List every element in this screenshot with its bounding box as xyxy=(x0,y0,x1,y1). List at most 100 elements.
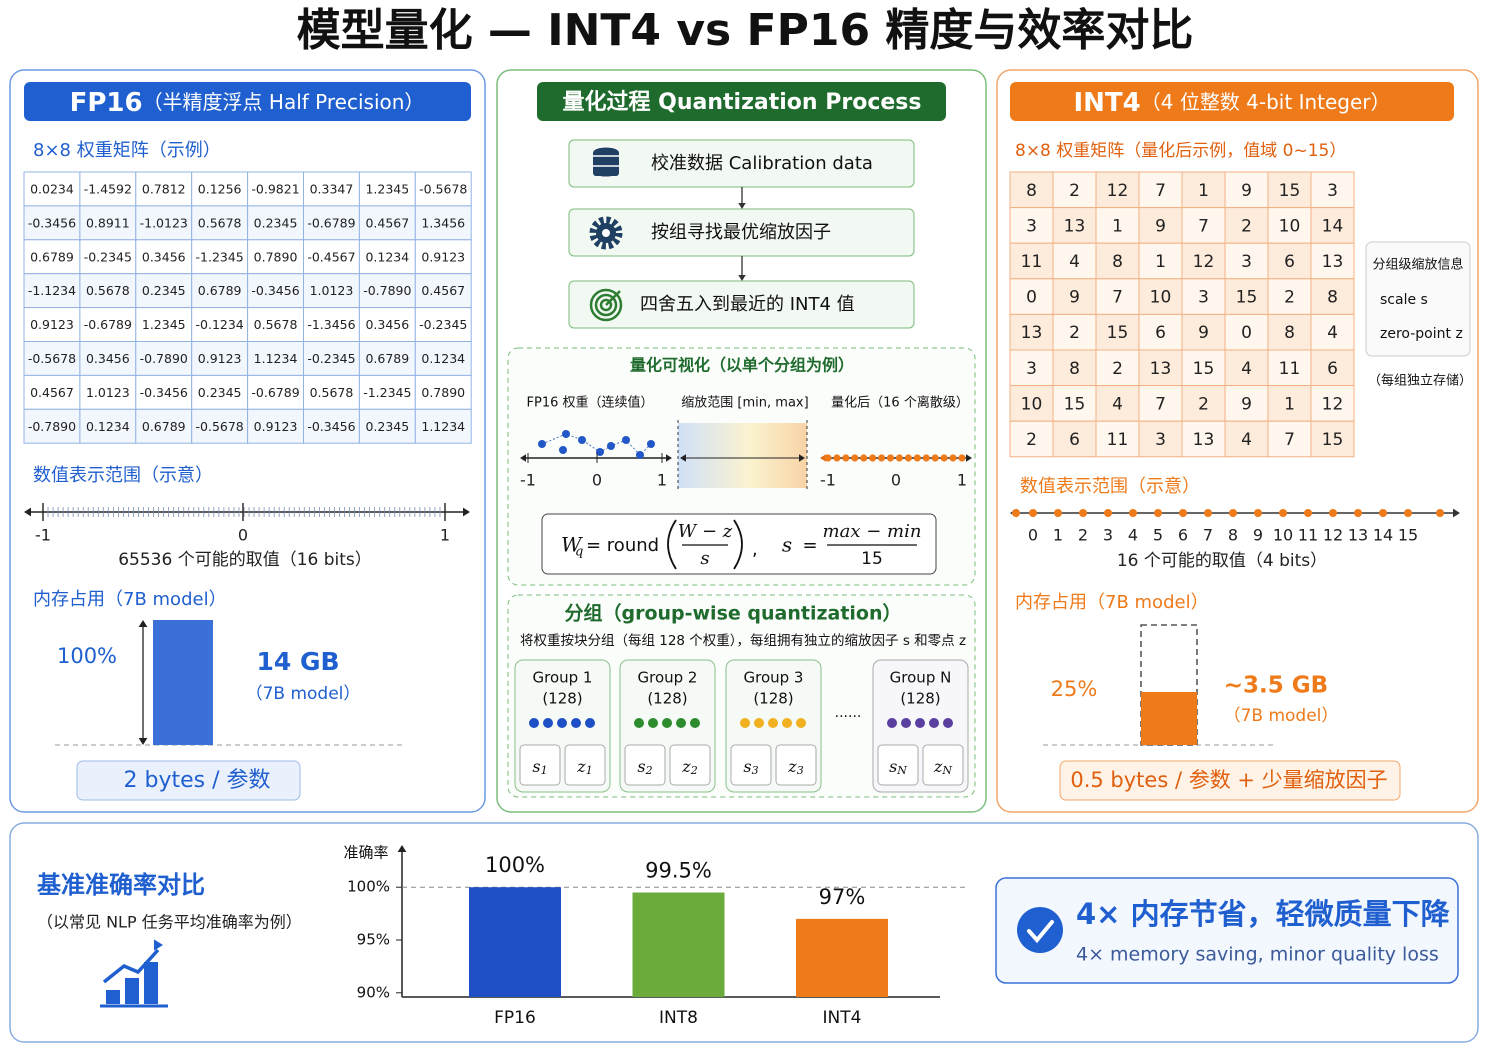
matrix-value: 0.7890 xyxy=(421,385,465,400)
matrix-value: 7 xyxy=(1155,394,1166,414)
matrix-cell xyxy=(1052,278,1097,315)
formula-part: s xyxy=(782,533,792,557)
range-label: -1 xyxy=(35,526,51,545)
group-param-box xyxy=(519,744,561,786)
matrix-cell xyxy=(23,171,81,207)
matrix-value: 12 xyxy=(1107,181,1129,201)
matrix-cell xyxy=(1138,385,1183,422)
matrix-cell xyxy=(1009,278,1054,315)
vis-level xyxy=(869,454,877,462)
range-level xyxy=(1229,509,1237,517)
matrix-value: 11 xyxy=(1107,430,1129,450)
matrix-value: 6 xyxy=(1327,359,1338,379)
group-title: 分组（group-wise quantization） xyxy=(564,602,901,625)
matrix-value: -0.6789 xyxy=(251,385,299,400)
group-param-part: 1 xyxy=(586,764,593,777)
matrix-value: 0.9123 xyxy=(254,419,298,434)
fp16-header-text-part: FP16 xyxy=(70,88,143,118)
matrix-value: -0.3456 xyxy=(28,215,76,230)
vis-axis-label: -1 xyxy=(820,471,836,490)
matrix-cell xyxy=(358,171,416,207)
vis-point xyxy=(596,448,604,456)
matrix-value: 0.2345 xyxy=(142,283,186,298)
group-param-box xyxy=(922,744,964,786)
matrix-cell xyxy=(1267,207,1312,244)
matrix-cell xyxy=(1224,242,1269,280)
scale-range xyxy=(678,423,807,488)
matrix-cell xyxy=(247,307,305,343)
matrix-value: -0.2345 xyxy=(84,249,132,264)
matrix-cell xyxy=(1138,349,1183,387)
vis-point xyxy=(636,451,644,459)
range-level xyxy=(1354,509,1362,517)
matrix-cell xyxy=(414,341,472,376)
matrix-cell xyxy=(1052,207,1097,244)
int4-matrix-title: 8×8 权重矩阵（量化后示例，值域 0~15） xyxy=(1015,141,1346,161)
group-param-box xyxy=(730,744,772,786)
matrix-value: 0.2345 xyxy=(254,215,298,230)
matrix-cell xyxy=(414,239,472,275)
matrix-value: -1.3456 xyxy=(307,317,355,332)
matrix-value: 15 xyxy=(1193,359,1215,379)
matrix-value: 1.3456 xyxy=(421,215,465,230)
matrix-cell xyxy=(79,239,137,275)
matrix-cell xyxy=(79,374,137,410)
matrix-cell xyxy=(23,239,81,275)
group-dot xyxy=(648,718,658,728)
matrix-value: 6 xyxy=(1284,252,1295,272)
matrix-value: 1.1234 xyxy=(254,351,298,366)
matrix-cell xyxy=(1138,207,1183,244)
matrix-cell xyxy=(247,341,305,376)
callout-box xyxy=(995,877,1459,984)
matrix-cell xyxy=(1181,385,1226,422)
vis-axis-label: 1 xyxy=(957,471,967,490)
matrix-value: 12 xyxy=(1193,252,1215,272)
matrix-value: 0.6789 xyxy=(142,419,186,434)
matrix-value: 0.2345 xyxy=(198,385,242,400)
matrix-value: 4 xyxy=(1112,394,1123,414)
matrix-cell xyxy=(1009,385,1054,422)
matrix-value: 6 xyxy=(1155,323,1166,343)
matrix-value: 3 xyxy=(1155,430,1166,450)
matrix-value: -0.3456 xyxy=(251,283,299,298)
int4-header-text-part: INT4 xyxy=(1073,88,1140,118)
icon-trend xyxy=(102,948,160,984)
matrix-cell xyxy=(1052,349,1097,387)
matrix-value: 15 xyxy=(1279,181,1301,201)
matrix-cell xyxy=(135,171,193,207)
group-dot xyxy=(915,718,925,728)
matrix-value: 15 xyxy=(1064,394,1086,414)
range-label: 10 xyxy=(1273,526,1293,545)
matrix-cell xyxy=(1310,171,1355,209)
vis-point xyxy=(538,440,546,448)
group-param-part: 3 xyxy=(797,764,804,777)
matrix-cell xyxy=(1009,171,1054,209)
matrix-cell xyxy=(1138,278,1183,315)
accuracy-subtitle: （以常见 NLP 任务平均准确率为例） xyxy=(37,913,302,932)
range-level xyxy=(1054,509,1062,517)
matrix-cell xyxy=(1095,242,1140,280)
fp16-header-text: FP16（半精度浮点 Half Precision） xyxy=(70,88,425,118)
process-header-text: 量化过程 Quantization Process xyxy=(563,89,922,115)
bar xyxy=(796,918,888,997)
group-dot xyxy=(796,718,806,728)
group-param-part: 2 xyxy=(645,764,653,777)
matrix-value: 0.1256 xyxy=(198,181,242,196)
icon-bar xyxy=(106,990,120,1004)
matrix-value: 0.4567 xyxy=(421,283,465,298)
vis-level xyxy=(949,454,957,462)
matrix-value: 0.4567 xyxy=(30,385,74,400)
matrix-value: -0.3456 xyxy=(307,419,355,434)
group-dot xyxy=(929,718,939,728)
group-dot xyxy=(740,718,750,728)
formula-part: , xyxy=(752,539,758,560)
matrix-cell xyxy=(1267,349,1312,387)
int4-memory-percent: 25% xyxy=(1051,677,1098,701)
group-param-part: s xyxy=(637,757,645,776)
int4-memory-size: ~3.5 GB xyxy=(1224,673,1328,699)
vis-level xyxy=(931,454,939,462)
target-icon xyxy=(594,293,618,317)
group-dot xyxy=(529,718,539,728)
range-arrow xyxy=(1453,508,1460,518)
matrix-value: -0.5678 xyxy=(419,181,467,196)
